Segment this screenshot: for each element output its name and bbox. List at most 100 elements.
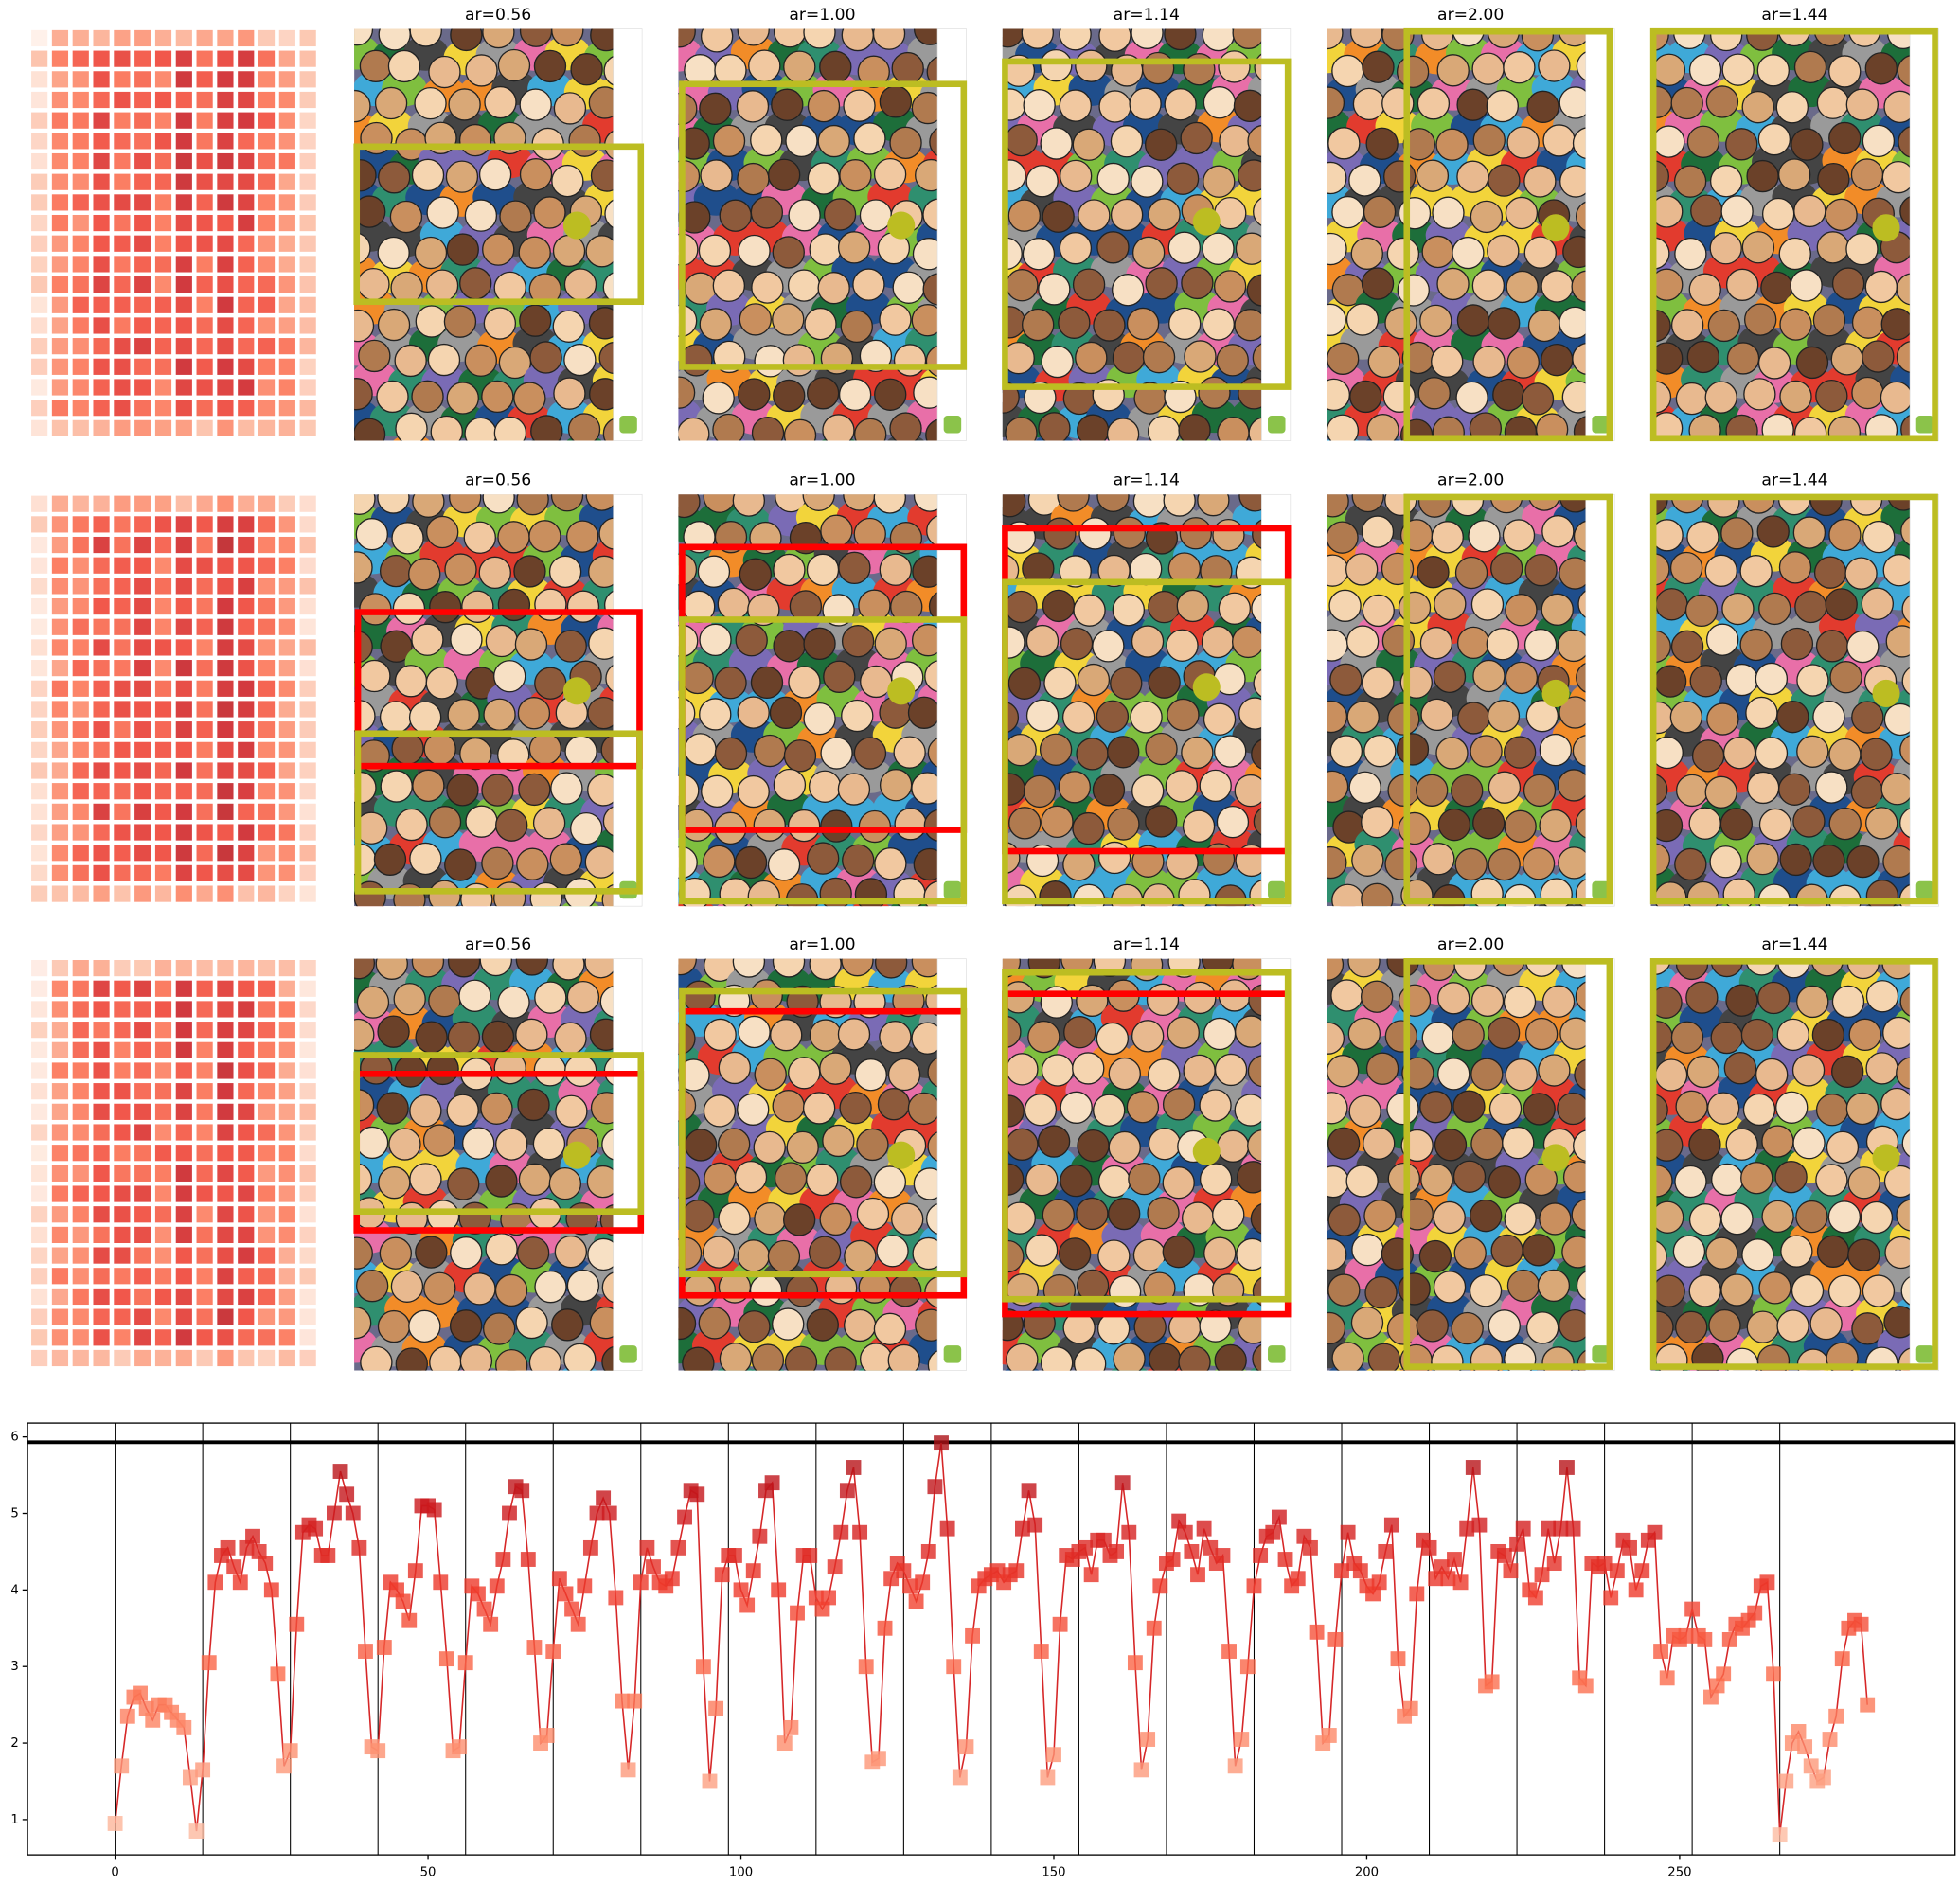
heatmap-cell (51, 618, 69, 635)
face (699, 92, 732, 126)
face (1795, 1200, 1828, 1234)
face (717, 587, 751, 621)
face (820, 737, 853, 770)
face (1796, 664, 1829, 697)
face (925, 1203, 938, 1235)
face (447, 698, 480, 732)
heatmap-cell (114, 317, 131, 334)
face (1572, 734, 1586, 767)
heatmap-cell (196, 639, 213, 656)
face (1492, 378, 1525, 412)
heatmap-cell (258, 1165, 276, 1182)
heatmap-cell (134, 803, 151, 820)
heatmap-cell (217, 639, 234, 656)
face (911, 772, 938, 805)
face (750, 666, 784, 700)
face (788, 666, 821, 699)
face (1761, 197, 1795, 231)
point-marker (471, 1586, 486, 1602)
face (684, 1129, 718, 1162)
heatmap-cell (31, 256, 48, 273)
face (517, 697, 551, 730)
face (1096, 494, 1130, 512)
face (450, 1236, 483, 1270)
heatmap-cell (114, 660, 131, 677)
face (1674, 847, 1707, 881)
heatmap-cell (154, 1247, 172, 1264)
face (426, 1200, 460, 1233)
face (354, 89, 371, 123)
heatmap-cell (72, 276, 89, 293)
heatmap-cell (31, 173, 48, 190)
heatmap-cell (51, 214, 69, 232)
heatmap-cell (154, 173, 172, 190)
heatmap-cell (154, 358, 172, 375)
face (703, 845, 736, 879)
point-marker (726, 1548, 742, 1563)
face (732, 494, 766, 517)
face (1471, 269, 1506, 302)
heatmap-cell (154, 1124, 172, 1141)
face (1523, 1093, 1556, 1126)
face (1006, 1053, 1039, 1086)
face (1362, 594, 1395, 628)
heatmap-cell (134, 173, 151, 190)
face (1780, 1235, 1813, 1268)
point-marker (689, 1486, 705, 1503)
marker-dot (887, 1141, 916, 1169)
face (1675, 774, 1709, 808)
face (1247, 124, 1262, 158)
point-marker (896, 1563, 912, 1579)
heatmap-cell (196, 864, 213, 881)
face (587, 774, 614, 807)
heatmap-cell (134, 1041, 151, 1058)
face (887, 1058, 921, 1092)
face (734, 1160, 768, 1194)
panel-title: ar=1.44 (1761, 6, 1827, 25)
face (737, 774, 770, 809)
heatmap-cell (114, 721, 131, 738)
heatmap-cell (134, 960, 151, 977)
face (915, 1308, 938, 1342)
face (1110, 198, 1144, 232)
heatmap-cell (114, 71, 131, 88)
face (859, 339, 893, 373)
point-marker (1697, 1631, 1713, 1647)
point-marker (1165, 1552, 1181, 1567)
heatmap-cell (114, 783, 131, 800)
heatmap-cell (51, 1062, 69, 1079)
heatmap-cell (278, 173, 295, 190)
heatmap-cell (238, 660, 255, 677)
heatmap-cell (31, 885, 48, 902)
heatmap-cell (299, 741, 316, 758)
heatmap-cell (196, 152, 213, 170)
heatmap-cell (299, 276, 316, 293)
point-marker (582, 1539, 598, 1556)
face (1108, 1057, 1141, 1091)
heatmap-cell (51, 194, 69, 211)
heatmap-cell (154, 557, 172, 574)
heatmap-cell (154, 133, 172, 150)
heatmap-cell (258, 1268, 276, 1285)
heatmap-cell (217, 783, 234, 800)
face (586, 1165, 614, 1199)
heatmap-cell (278, 1349, 295, 1367)
face (1710, 1021, 1743, 1055)
face (767, 158, 801, 191)
point-marker (1021, 1483, 1037, 1499)
heatmap-cell (196, 1083, 213, 1100)
heatmap-cell (114, 29, 131, 47)
heatmap-cell (278, 194, 295, 211)
watermark-logo (619, 416, 637, 434)
face (1650, 1200, 1684, 1234)
face (1740, 1018, 1774, 1052)
crowd-image (1650, 958, 1911, 1371)
face (853, 737, 887, 770)
face (565, 520, 599, 553)
heatmap-cell (196, 71, 213, 88)
face (589, 378, 614, 411)
point-marker (370, 1743, 386, 1759)
crowd-image (678, 494, 938, 907)
face (1166, 162, 1200, 195)
face (1148, 198, 1181, 231)
